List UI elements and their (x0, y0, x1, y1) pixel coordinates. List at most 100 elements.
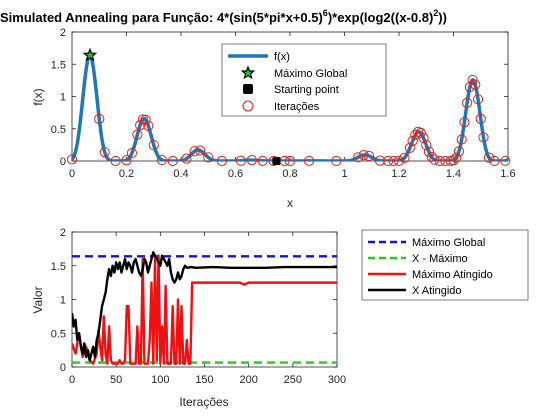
iteration-marker (451, 152, 462, 163)
iteration-marker (448, 155, 459, 166)
bottom-legend-box (361, 229, 529, 301)
iteration-marker (383, 155, 394, 167)
x-reached-series-line (72, 251, 337, 362)
bottom-x-tick-label: 150 (195, 374, 213, 386)
bottom-chart: 0 50 100 150 200 250 300 0 0.5 1 1.5 2 Iterações V… (31, 227, 529, 409)
legend-iterations-marker (242, 100, 254, 112)
top-x-tick-label: 0.4 (173, 168, 188, 180)
iteration-marker (203, 152, 214, 163)
iteration-marker (331, 155, 342, 167)
top-axis-ticks (71, 31, 509, 162)
iteration-marker (94, 113, 105, 124)
iteration-marker (132, 129, 143, 140)
iteration-marker (470, 79, 481, 90)
title-part-3: )) (438, 10, 447, 25)
iteration-marker (404, 142, 415, 153)
legend-global-max-marker (240, 65, 256, 80)
iteration-marker (459, 117, 470, 128)
iteration-marker (426, 151, 437, 163)
iteration-marker (216, 155, 227, 167)
legend-fx-label: f(x) (274, 51, 290, 63)
bottom-x-tick-label: 50 (110, 374, 122, 386)
iteration-marker (363, 150, 375, 162)
top-x-axis-label: x (287, 196, 293, 210)
iteration-marker (99, 147, 110, 158)
iteration-marker (464, 81, 475, 93)
top-x-tick-label: 1.6 (500, 168, 515, 180)
max-reached-series-line (72, 254, 337, 365)
bottom-x-tick-label: 250 (284, 374, 302, 386)
iteration-marker (358, 150, 369, 161)
iteration-marker (388, 155, 399, 167)
bottom-y-tick-label: 1 (60, 295, 66, 307)
legend-iterations-label: Iterações (274, 101, 320, 113)
iteration-marker (453, 146, 465, 157)
title-part-2: )*exp(log2((x-0.8) (328, 10, 433, 25)
top-y-tick-label: 1 (60, 92, 66, 104)
iteration-marker (353, 152, 364, 163)
top-legend: f(x) Máximo Global Starting point Iteraç… (221, 43, 387, 117)
iteration-marker (399, 152, 410, 163)
legend-global-max-star (240, 65, 256, 80)
iteration-marker (489, 155, 500, 167)
bottom-axis-ticks (71, 231, 338, 368)
iteration-marker (475, 113, 486, 124)
iteration-marker (423, 146, 435, 157)
iteration-marker (66, 154, 78, 165)
iteration-marker (148, 139, 159, 151)
iteration-marker (415, 127, 426, 139)
iteration-marker (418, 132, 429, 144)
iteration-marker (407, 135, 418, 146)
iteration-marker (189, 146, 200, 157)
global-max-star (82, 47, 98, 62)
iteration-marker (140, 114, 151, 125)
iteration-marker (156, 154, 168, 166)
iteration-marker (137, 114, 148, 125)
iteration-marker (246, 155, 257, 166)
bottom-x-tick-labels: 0 50 100 150 200 250 300 (69, 374, 346, 386)
iteration-marker (135, 120, 146, 131)
iteration-marker (126, 147, 138, 159)
iteration-marker (429, 154, 440, 165)
bottom-y-tick-label: 0.5 (51, 328, 66, 340)
top-x-tick-label: 1.4 (446, 168, 461, 180)
bottom-x-tick-label: 200 (239, 374, 257, 386)
legend-starting-point-marker (243, 84, 253, 94)
iteration-marker (303, 155, 315, 166)
legend-x-reached-series-label: X Atingido (412, 285, 462, 297)
bottom-x-tick-label: 0 (69, 374, 75, 386)
iteration-marker (483, 152, 495, 163)
iteration-marker (121, 155, 132, 166)
iteration-markers (66, 74, 511, 167)
top-x-tick-label: 1.2 (391, 168, 406, 180)
bottom-y-tick-label: 1.5 (51, 261, 66, 273)
iteration-marker (194, 145, 206, 156)
bottom-legend: Máximo Global X - Máximo Máximo Atingido… (361, 229, 529, 301)
iteration-marker (374, 155, 386, 166)
iteration-marker (167, 155, 178, 167)
iteration-marker (478, 132, 489, 143)
top-x-tick-labels: 0 0.2 0.4 0.6 0.8 1 1.2 1.4 1.6 (69, 168, 516, 180)
top-y-axis-label: f(x) (31, 88, 45, 105)
title-part-1: Simulated Annealing para Função: 4*(sin(… (0, 10, 323, 25)
iteration-marker (257, 155, 268, 166)
top-x-tick-label: 0 (69, 168, 75, 180)
top-y-tick-label: 2 (60, 27, 66, 39)
legend-global-max-label: Máximo Global (274, 68, 347, 80)
top-y-tick-label: 1.5 (51, 59, 66, 71)
bottom-plot-area (71, 231, 338, 368)
title-exponent-2: 2 (433, 8, 438, 18)
iteration-marker (110, 155, 121, 167)
iteration-marker (434, 155, 445, 167)
iteration-marker (393, 155, 405, 166)
bottom-x-axis-label: Iterações (179, 395, 228, 409)
legend-x-max-series-label: X - Máximo (412, 253, 468, 265)
title-exponent-1: 6 (323, 8, 328, 18)
iteration-marker (235, 155, 247, 166)
iteration-marker (456, 134, 467, 145)
iteration-marker (143, 120, 154, 131)
iteration-marker (472, 94, 484, 105)
top-y-tick-label: 0.5 (51, 124, 66, 136)
legend-starting-point-label: Starting point (274, 84, 339, 96)
